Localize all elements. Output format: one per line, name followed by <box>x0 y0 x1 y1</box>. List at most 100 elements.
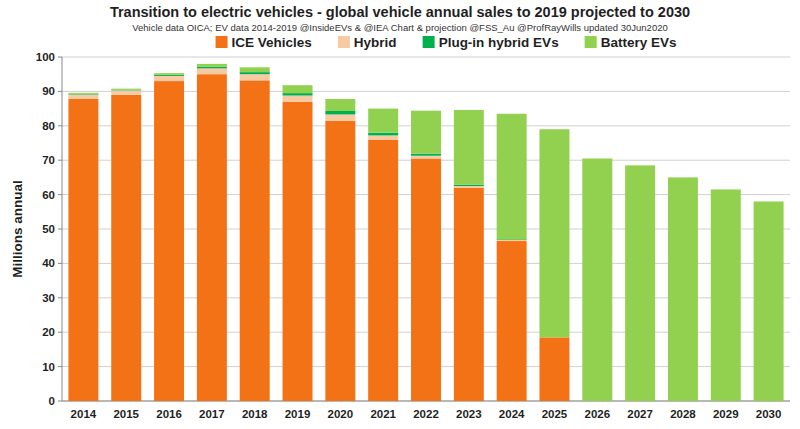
bar-segment <box>197 74 227 401</box>
bar-segment <box>154 75 184 76</box>
legend-label: Plug-in hybrid EVs <box>439 35 559 50</box>
x-tick-label: 2015 <box>113 408 139 420</box>
tick <box>58 297 62 298</box>
legend-label: Battery EVs <box>601 35 677 50</box>
tick <box>58 229 62 230</box>
tick <box>58 125 62 126</box>
x-tick-label: 2021 <box>370 408 396 420</box>
x-tick-label: 2026 <box>584 408 610 420</box>
bar-segment <box>240 72 270 74</box>
legend-label: ICE Vehicles <box>232 35 312 50</box>
legend-swatch <box>338 36 350 48</box>
bar-segment <box>68 93 98 94</box>
tick <box>58 332 62 333</box>
bar-segment <box>368 135 398 139</box>
bar-segment <box>154 81 184 401</box>
y-axis-label: Millions annual <box>10 180 25 278</box>
bar-segment <box>454 186 484 188</box>
x-tick-label: 2018 <box>242 408 268 420</box>
bar-segment <box>411 158 441 401</box>
bar-segment <box>240 74 270 80</box>
bar-segment <box>497 114 527 240</box>
bar-segment <box>325 114 355 120</box>
bar-segment <box>454 110 484 185</box>
x-tick-label: 2029 <box>713 408 739 420</box>
bar-segment <box>240 67 270 72</box>
bar-segment <box>68 99 98 401</box>
bar-segment <box>539 129 569 337</box>
x-tick-label: 2017 <box>199 408 225 420</box>
y-tick-label: 90 <box>42 85 55 97</box>
legend-swatch <box>216 36 228 48</box>
bar-segment <box>197 68 227 74</box>
title: Transition to electric vehicles - global… <box>110 4 690 20</box>
bar-segment <box>711 189 741 401</box>
y-tick-label: 20 <box>42 326 55 338</box>
bar-segment <box>454 188 484 401</box>
x-tick-label: 2030 <box>756 408 782 420</box>
bar-segment <box>111 95 141 401</box>
bar-segment <box>368 133 398 136</box>
x-tick-label: 2027 <box>627 408 653 420</box>
bar-segment <box>497 240 527 241</box>
tick <box>58 57 62 58</box>
grid-line <box>62 57 790 58</box>
bar-segment <box>454 185 484 186</box>
x-tick-label: 2023 <box>456 408 482 420</box>
legend-swatch <box>423 36 435 48</box>
bar-segment <box>197 64 227 67</box>
x-tick-label: 2022 <box>413 408 439 420</box>
x-tick-label: 2019 <box>285 408 311 420</box>
tick <box>58 91 62 92</box>
x-tick-label: 2025 <box>542 408 568 420</box>
bar-segment <box>197 67 227 69</box>
y-tick-label: 30 <box>42 292 55 304</box>
bar-segment <box>111 90 141 94</box>
x-tick-label: 2020 <box>328 408 354 420</box>
bar-segment <box>497 241 527 401</box>
x-tick-label: 2014 <box>71 408 97 420</box>
bar-segment <box>539 337 569 401</box>
bar-segment <box>68 94 98 98</box>
y-tick-label: 100 <box>36 51 55 63</box>
subtitle: Vehicle data OICA; EV data 2014-2019 @In… <box>132 22 668 33</box>
bar-segment <box>668 177 698 401</box>
legend-label: Hybrid <box>354 35 397 50</box>
bar-segment <box>240 80 270 401</box>
tick <box>58 366 62 367</box>
chart: Transition to electric vehicles - global… <box>0 0 800 429</box>
bar-segment <box>111 89 141 90</box>
bar-segment <box>111 89 141 91</box>
bar-segment <box>154 73 184 75</box>
x-tick-label: 2024 <box>499 408 525 420</box>
legend-swatch <box>585 36 597 48</box>
tick <box>58 194 62 195</box>
y-tick-label: 60 <box>42 189 55 201</box>
bar-segment <box>283 96 313 102</box>
tick <box>58 401 62 402</box>
y-tick-label: 10 <box>42 361 55 373</box>
tick <box>58 263 62 264</box>
legend: ICE Vehicles Hybrid Plug-in hybrid EVs Batt… <box>216 35 677 50</box>
tick <box>58 160 62 161</box>
bar-segment <box>325 99 355 111</box>
bar-segment <box>368 140 398 401</box>
bar-segment <box>625 165 655 401</box>
y-tick-label: 50 <box>42 223 55 235</box>
y-axis <box>62 57 63 401</box>
x-tick-label: 2016 <box>156 408 182 420</box>
bar-segment <box>411 156 441 159</box>
bars <box>68 64 783 401</box>
bar-segment <box>325 111 355 114</box>
y-tick-label: 40 <box>42 257 55 269</box>
x-tick-label: 2028 <box>670 408 696 420</box>
y-tick-label: 70 <box>42 154 55 166</box>
y-tick-label: 0 <box>49 395 55 407</box>
bar-segment <box>68 93 98 95</box>
bar-segment <box>283 85 313 93</box>
bar-segment <box>283 93 313 95</box>
bar-segment <box>368 109 398 133</box>
bar-segment <box>754 201 784 401</box>
bar-segment <box>154 76 184 81</box>
bar-segment <box>582 158 612 401</box>
